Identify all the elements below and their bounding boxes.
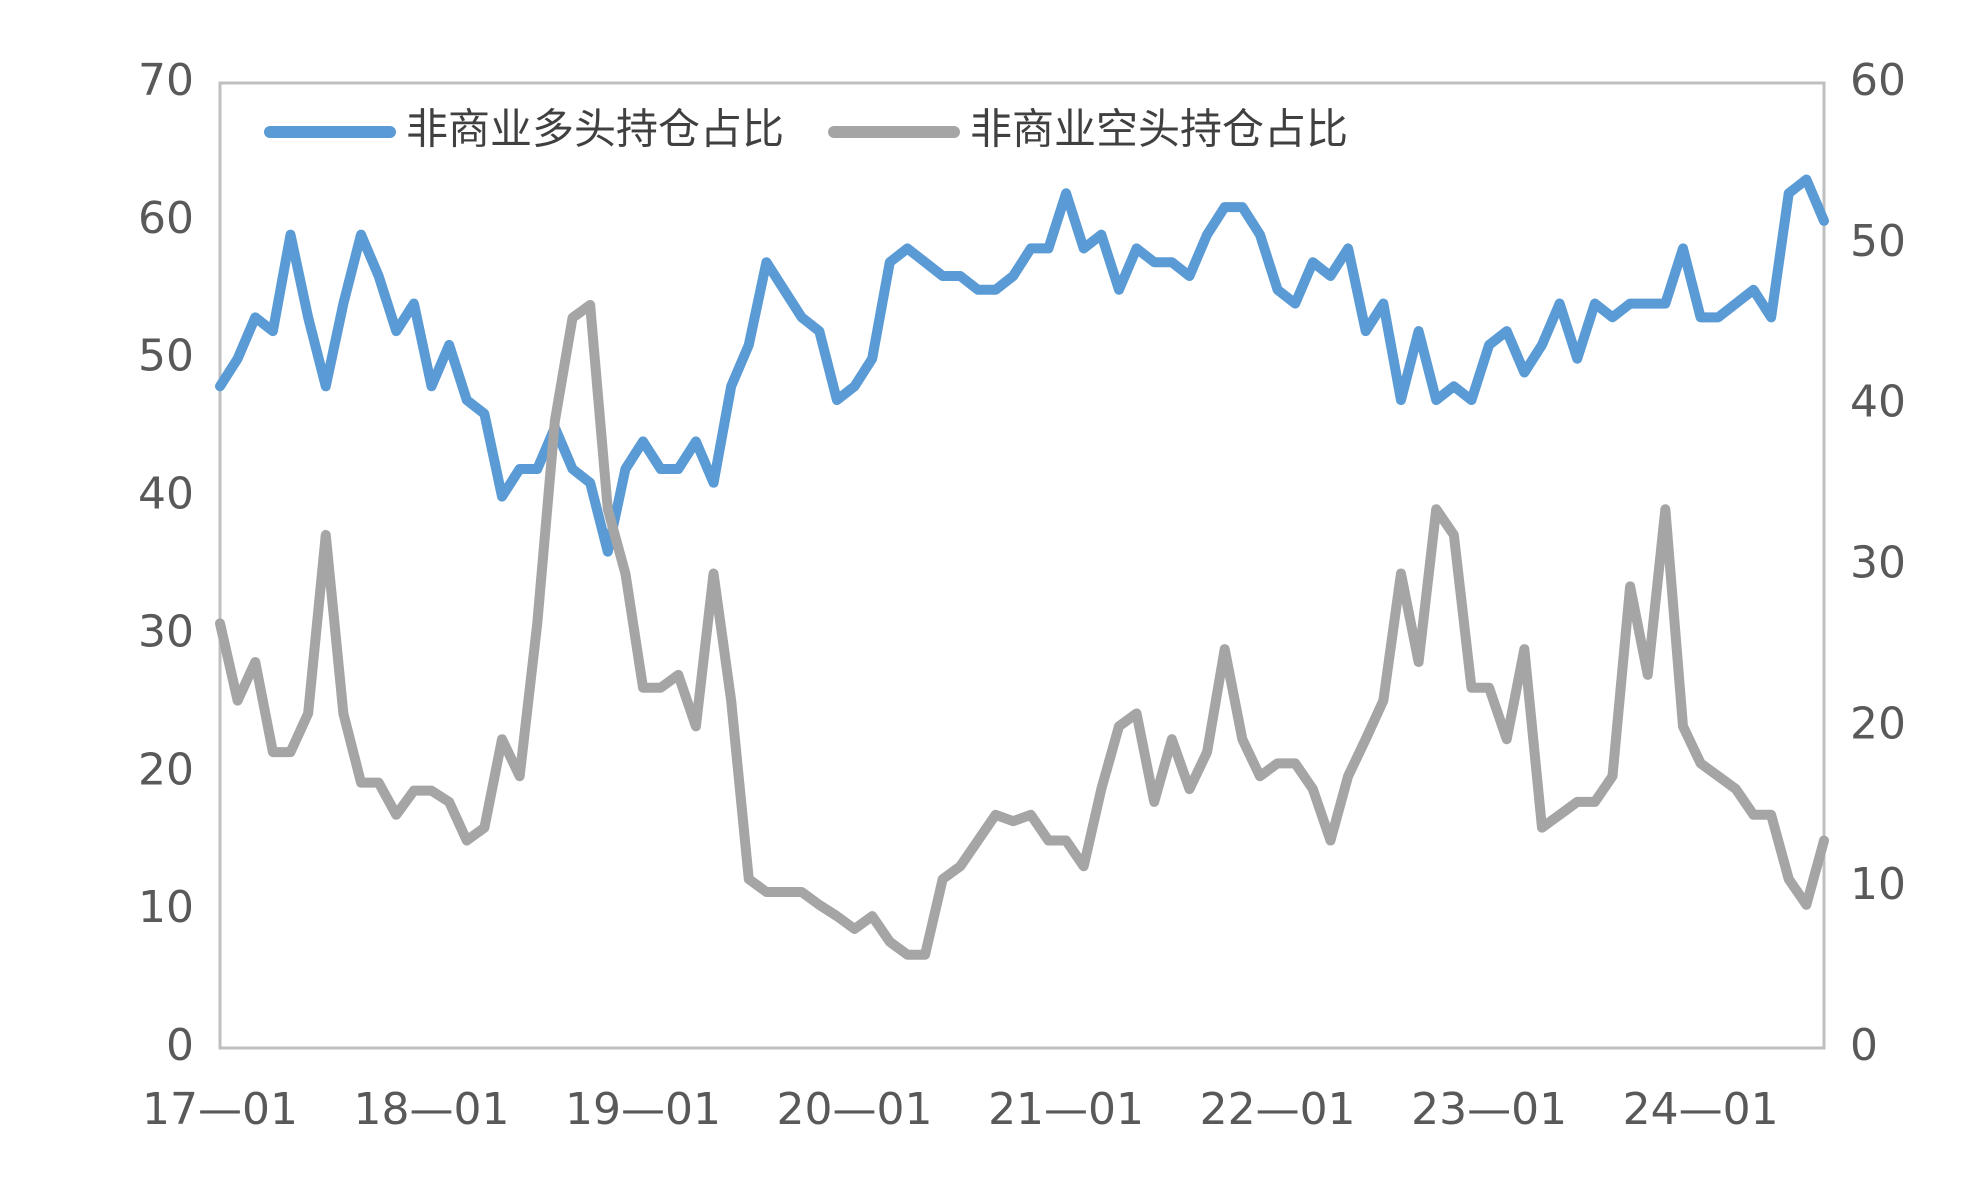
- legend-label: 非商业空头持仓占比: [970, 105, 1348, 154]
- y-tick-label: 30: [138, 606, 194, 657]
- series-line: [215, 174, 1829, 557]
- legend-label: 非商业多头持仓占比: [406, 105, 784, 154]
- y-tick-label: 10: [138, 882, 194, 933]
- y2-tick-label: 10: [1850, 859, 1906, 910]
- y2-tick-label: 0: [1850, 1020, 1878, 1071]
- y2-tick-label: 40: [1850, 377, 1906, 428]
- series-line: [215, 299, 1829, 960]
- x-tick-label: 17—01: [142, 1084, 298, 1135]
- y2-tick-label: 60: [1850, 55, 1906, 106]
- x-tick-label: 24—01: [1623, 1084, 1779, 1135]
- x-tick-label: 22—01: [1200, 1084, 1356, 1135]
- y-tick-label: 0: [166, 1020, 194, 1071]
- y2-tick-label: 30: [1850, 538, 1906, 589]
- x-tick-label: 18—01: [354, 1084, 510, 1135]
- y2-tick-label: 50: [1850, 216, 1906, 267]
- plot-frame: [218, 81, 1826, 1050]
- y-tick-label: 70: [138, 55, 194, 106]
- x-tick-label: 21—01: [988, 1084, 1144, 1135]
- y-tick-label: 60: [138, 193, 194, 244]
- x-tick-label: 23—01: [1411, 1084, 1567, 1135]
- y-tick-label: 40: [138, 469, 194, 520]
- y2-tick-label: 20: [1850, 698, 1906, 749]
- y-tick-label: 50: [138, 331, 194, 382]
- legend: 非商业多头持仓占比 非商业空头持仓占比: [264, 105, 1348, 154]
- x-tick-label: 19—01: [565, 1084, 721, 1135]
- y-tick-label: 20: [138, 744, 194, 795]
- x-tick-label: 20—01: [777, 1084, 933, 1135]
